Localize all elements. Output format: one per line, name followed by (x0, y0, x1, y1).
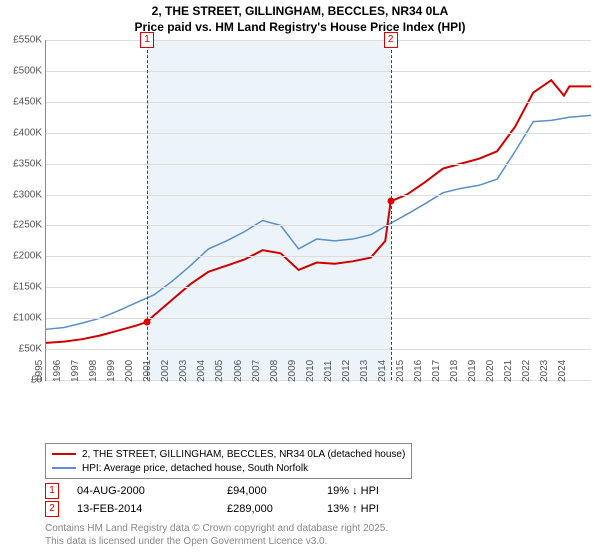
x-tick-label: 2024 (557, 360, 568, 382)
y-tick-label: £350K (13, 158, 42, 169)
x-tick-label: 2000 (124, 360, 135, 382)
sale-marker-badge: 1 (140, 32, 154, 48)
sale-price-1: £94,000 (227, 485, 327, 497)
gridline (46, 349, 591, 350)
sale-date-2: 13-FEB-2014 (77, 503, 227, 515)
y-tick-label: £250K (13, 220, 42, 231)
legend-item-hpi: HPI: Average price, detached house, Sout… (52, 461, 405, 475)
gridline (46, 318, 591, 319)
title-line-1: 2, THE STREET, GILLINGHAM, BECCLES, NR34… (0, 4, 600, 20)
sale-badge-2: 2 (45, 501, 59, 517)
legend: 2, THE STREET, GILLINGHAM, BECCLES, NR34… (45, 443, 412, 479)
x-tick-label: 2012 (341, 360, 352, 382)
x-tick-label: 2008 (268, 360, 279, 382)
series-line (46, 80, 591, 343)
x-tick-label: 2021 (503, 360, 514, 382)
sale-badge-1: 1 (45, 483, 59, 499)
x-tick-label: 1995 (34, 360, 45, 382)
chart-area: 12 £0£50K£100K£150K£200K£250K£300K£350K£… (45, 40, 590, 410)
x-tick-label: 2006 (232, 360, 243, 382)
title-line-2: Price paid vs. HM Land Registry's House … (0, 20, 600, 36)
x-tick-label: 2011 (323, 360, 334, 382)
y-tick-label: £400K (13, 127, 42, 138)
legend-swatch-price (52, 453, 76, 455)
gridline (46, 225, 591, 226)
sales-table: 1 04-AUG-2000 £94,000 19% ↓ HPI 2 13-FEB… (45, 482, 427, 518)
gridline (46, 71, 591, 72)
gridline (46, 133, 591, 134)
sale-row-1: 1 04-AUG-2000 £94,000 19% ↓ HPI (45, 482, 427, 500)
legend-label-price: 2, THE STREET, GILLINGHAM, BECCLES, NR34… (82, 449, 405, 460)
x-tick-label: 2018 (449, 360, 460, 382)
plot-region: 12 (45, 40, 591, 381)
gridline (46, 102, 591, 103)
x-tick-label: 2010 (305, 360, 316, 382)
x-tick-label: 1999 (106, 360, 117, 382)
gridline (46, 287, 591, 288)
sale-marker-line (391, 40, 392, 380)
y-tick-label: £50K (19, 344, 42, 355)
chart-title: 2, THE STREET, GILLINGHAM, BECCLES, NR34… (0, 0, 600, 35)
x-tick-label: 2015 (395, 360, 406, 382)
sale-row-2: 2 13-FEB-2014 £289,000 13% ↑ HPI (45, 500, 427, 518)
gridline (46, 40, 591, 41)
legend-label-hpi: HPI: Average price, detached house, Sout… (82, 463, 308, 474)
footer-line-1: Contains HM Land Registry data © Crown c… (45, 523, 388, 536)
x-tick-label: 2014 (377, 360, 388, 382)
x-tick-label: 2022 (521, 360, 532, 382)
x-tick-label: 2001 (142, 360, 153, 382)
x-tick-label: 2019 (467, 360, 478, 382)
x-tick-label: 2004 (196, 360, 207, 382)
x-tick-label: 1996 (52, 360, 63, 382)
gridline (46, 195, 591, 196)
x-tick-label: 2007 (250, 360, 261, 382)
footer: Contains HM Land Registry data © Crown c… (45, 523, 388, 548)
sale-marker-line (147, 40, 148, 380)
x-tick-label: 2002 (160, 360, 171, 382)
sale-diff-1: 19% ↓ HPI (327, 485, 427, 497)
gridline (46, 256, 591, 257)
y-tick-label: £200K (13, 251, 42, 262)
sale-marker-badge: 2 (384, 32, 398, 48)
x-tick-label: 2020 (485, 360, 496, 382)
x-tick-label: 2023 (539, 360, 550, 382)
x-tick-label: 1997 (70, 360, 81, 382)
y-tick-label: £550K (13, 35, 42, 46)
footer-line-2: This data is licensed under the Open Gov… (45, 536, 388, 549)
x-tick-label: 2017 (431, 360, 442, 382)
x-tick-label: 2009 (287, 360, 298, 382)
sale-diff-2: 13% ↑ HPI (327, 503, 427, 515)
x-tick-label: 2013 (359, 360, 370, 382)
sale-marker-point (144, 318, 151, 325)
sale-price-2: £289,000 (227, 503, 327, 515)
y-tick-label: £150K (13, 282, 42, 293)
x-tick-label: 1998 (88, 360, 99, 382)
x-tick-label: 2003 (178, 360, 189, 382)
gridline (46, 164, 591, 165)
series-line (46, 115, 591, 329)
y-tick-label: £450K (13, 96, 42, 107)
x-tick-label: 2016 (413, 360, 424, 382)
x-tick-label: 2005 (214, 360, 225, 382)
y-tick-label: £300K (13, 189, 42, 200)
y-tick-label: £500K (13, 65, 42, 76)
legend-item-price: 2, THE STREET, GILLINGHAM, BECCLES, NR34… (52, 447, 405, 461)
chart-lines (46, 40, 591, 380)
sale-date-1: 04-AUG-2000 (77, 485, 227, 497)
y-tick-label: £100K (13, 313, 42, 324)
legend-swatch-hpi (52, 467, 76, 469)
sale-marker-point (387, 198, 394, 205)
